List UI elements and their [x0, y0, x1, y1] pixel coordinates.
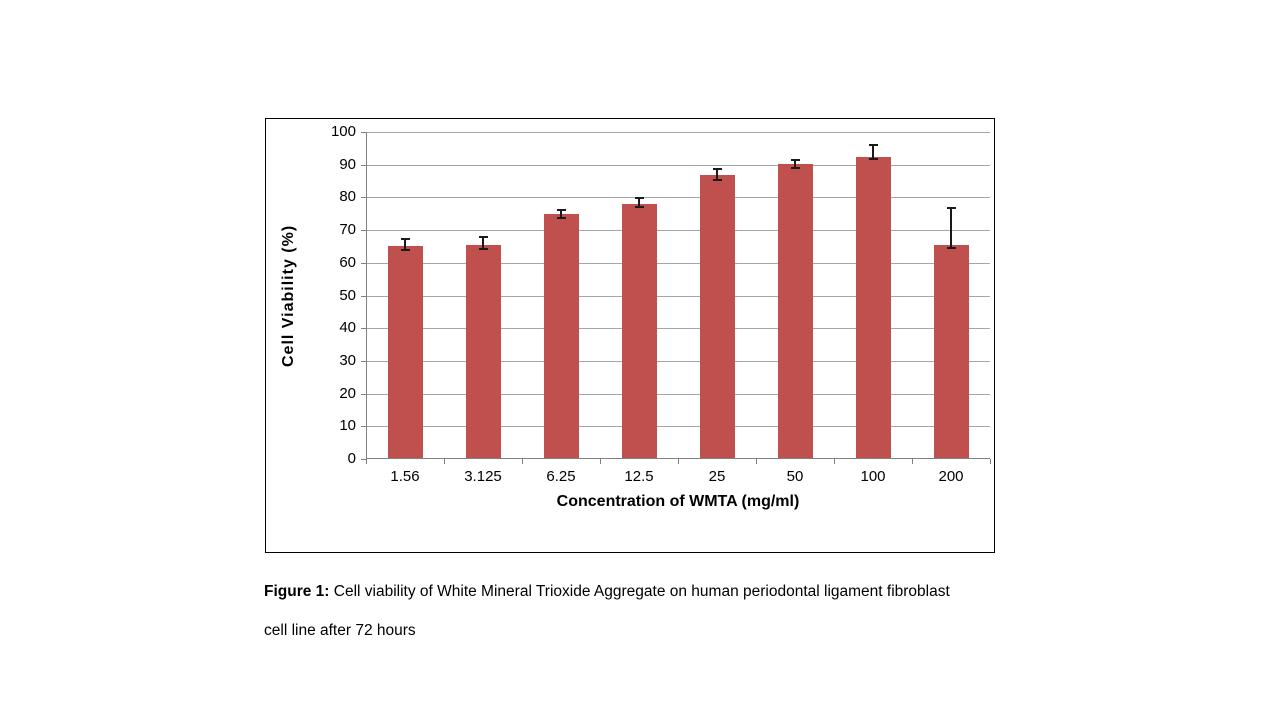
error-bar-line-1.56 — [404, 238, 406, 251]
caption-line-1: Figure 1: Cell viability of White Minera… — [264, 583, 1024, 601]
y-tick-mark-20 — [361, 393, 366, 395]
y-tick-label-100: 100 — [330, 123, 356, 140]
error-bar-cap-bottom-200 — [946, 246, 956, 249]
gridline-70 — [366, 230, 990, 232]
x-tick-label-50: 50 — [786, 468, 804, 485]
error-bar-cap-top-3.125 — [478, 235, 488, 238]
chart-frame: Cell Viability (%) 0 10 20 30 40 50 60 70 80 90 10… — [265, 118, 995, 553]
x-tick-mark-7 — [912, 459, 913, 464]
error-bar-cap-top-50 — [790, 159, 800, 162]
error-bar-line-25 — [716, 169, 718, 181]
y-tick-mark-50 — [361, 295, 366, 297]
y-tick-mark-80 — [361, 197, 366, 199]
x-tick-label-3.125: 3.125 — [464, 468, 502, 485]
y-tick-mark-60 — [361, 262, 366, 264]
bar-6.25 — [543, 214, 579, 459]
bar-50 — [777, 163, 813, 459]
caption-text: Cell viability of White Mineral Trioxide… — [333, 583, 950, 600]
bar-1.56 — [387, 245, 423, 459]
x-tick-label-100: 100 — [860, 468, 886, 485]
x-tick-label-200: 200 — [938, 468, 964, 485]
error-bar-cap-top-25 — [712, 168, 722, 171]
gridline-20 — [366, 393, 990, 395]
error-bar-cap-bottom-100 — [868, 158, 878, 161]
error-bar-cap-bottom-25 — [712, 179, 722, 182]
x-tick-mark-2 — [522, 459, 523, 464]
y-tick-label-80: 80 — [339, 188, 356, 206]
error-bar-line-100 — [872, 145, 874, 160]
x-tick-label-25: 25 — [708, 468, 726, 485]
y-tick-label-70: 70 — [339, 221, 356, 239]
bar-100 — [855, 156, 891, 459]
plot-area — [361, 132, 991, 464]
caption-line-2: cell line after 72 hours — [264, 622, 416, 639]
y-tick-mark-40 — [361, 328, 366, 330]
error-bar-line-200 — [950, 207, 952, 248]
y-tick-label-10: 10 — [339, 417, 356, 435]
x-tick-mark-5 — [756, 459, 757, 464]
x-tick-mark-8 — [990, 459, 991, 464]
error-bar-cap-bottom-50 — [790, 166, 800, 169]
bar-200 — [933, 245, 969, 459]
gridline-80 — [366, 197, 990, 199]
error-bar-line-50 — [794, 160, 796, 168]
bar-3.125 — [465, 244, 501, 459]
gridline-40 — [366, 328, 990, 330]
y-tick-label-20: 20 — [339, 384, 356, 402]
caption-prefix: Figure 1: — [264, 583, 330, 600]
y-tick-label-0: 0 — [347, 450, 356, 467]
error-bar-cap-top-100 — [868, 144, 878, 147]
x-axis-line — [366, 458, 990, 459]
error-bar-cap-top-1.56 — [400, 237, 410, 240]
error-bar-cap-bottom-1.56 — [400, 249, 410, 252]
gridline-90 — [366, 164, 990, 166]
x-tick-mark-6 — [834, 459, 835, 464]
x-tick-label-1.56: 1.56 — [390, 468, 420, 485]
x-tick-mark-1 — [444, 459, 445, 464]
x-tick-mark-3 — [600, 459, 601, 464]
bar-12.5 — [621, 203, 657, 459]
error-bar-cap-bottom-3.125 — [478, 248, 488, 251]
error-bar-cap-top-200 — [946, 206, 956, 209]
error-bar-cap-top-6.25 — [556, 209, 566, 212]
error-bar-line-3.125 — [482, 236, 484, 250]
error-bar-cap-bottom-6.25 — [556, 217, 566, 220]
x-tick-label-6.25: 6.25 — [546, 468, 576, 485]
y-tick-mark-90 — [361, 164, 366, 166]
x-tick-mark-0 — [366, 459, 367, 464]
gridline-60 — [366, 262, 990, 264]
gridline-100 — [366, 132, 990, 133]
y-tick-mark-100 — [361, 132, 366, 133]
y-axis-line — [366, 132, 367, 459]
gridline-50 — [366, 295, 990, 297]
x-axis-title: Concentration of WMTA (mg/ml) — [556, 493, 800, 510]
gridline-10 — [366, 426, 990, 428]
y-tick-label-60: 60 — [339, 253, 356, 271]
error-bar-line-6.25 — [560, 210, 562, 219]
y-tick-mark-10 — [361, 426, 366, 428]
y-tick-label-30: 30 — [339, 351, 356, 369]
y-tick-label-90: 90 — [339, 155, 356, 173]
y-tick-label-50: 50 — [339, 286, 356, 304]
y-tick-mark-70 — [361, 230, 366, 232]
error-bar-cap-top-12.5 — [634, 196, 644, 199]
error-bar-cap-bottom-12.5 — [634, 205, 644, 208]
figure-caption: Figure 1: Cell viability of White Minera… — [264, 583, 1024, 640]
bar-25 — [699, 175, 735, 459]
x-tick-label-12.5: 12.5 — [624, 468, 654, 485]
y-tick-label-40: 40 — [339, 319, 356, 337]
y-tick-mark-30 — [361, 360, 366, 362]
gridline-30 — [366, 360, 990, 362]
x-tick-mark-4 — [678, 459, 679, 464]
y-tick-mark-0 — [361, 459, 366, 460]
error-bar-line-12.5 — [638, 197, 640, 207]
